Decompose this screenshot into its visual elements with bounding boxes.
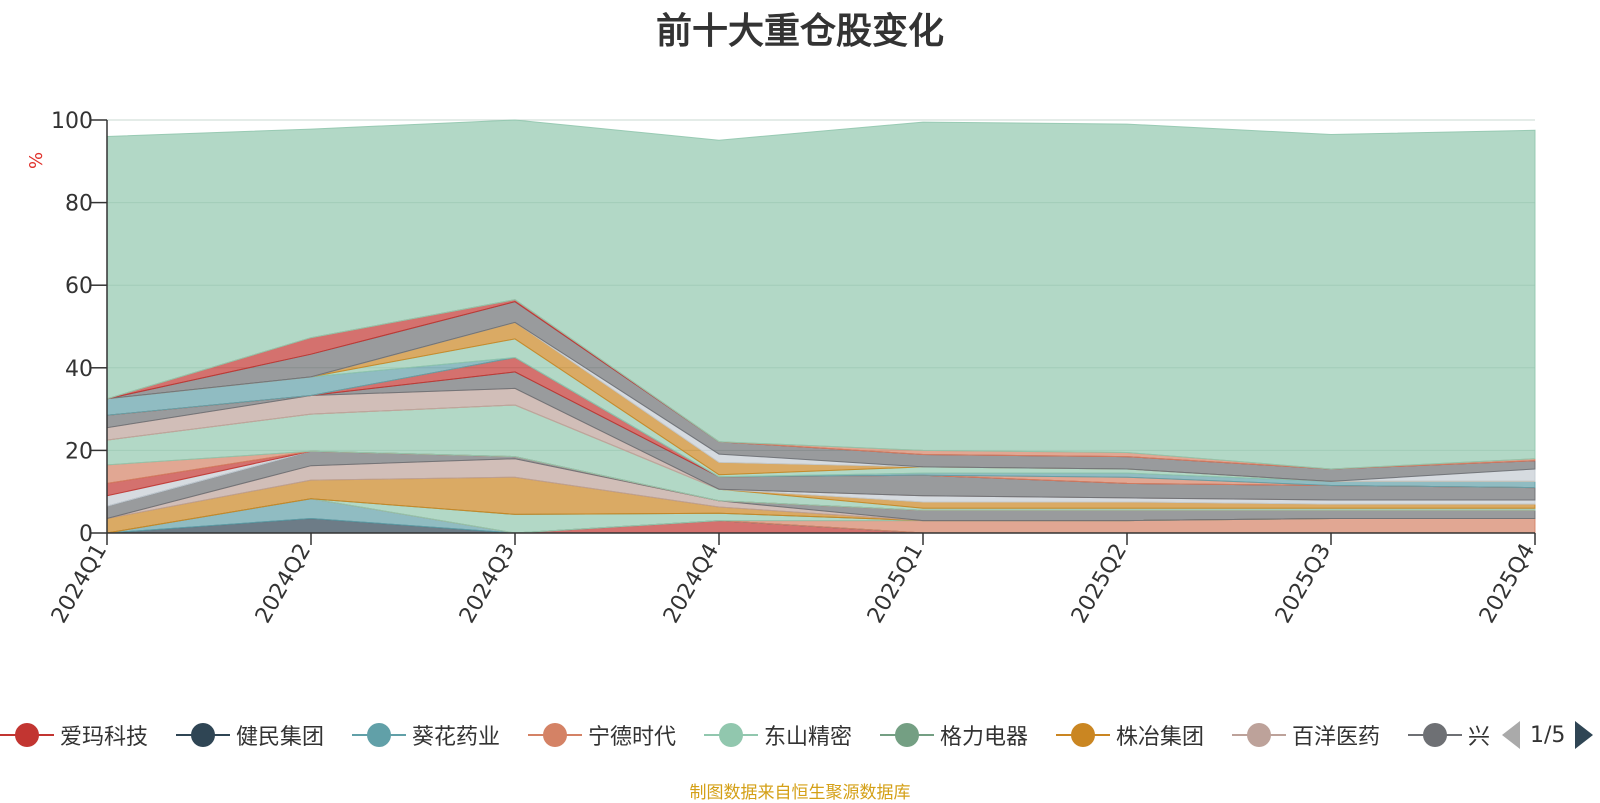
x-tick-label: 2024Q3 <box>455 540 520 628</box>
legend-item[interactable]: 兴 <box>1408 715 1490 755</box>
legend-item[interactable]: 宁德时代 <box>528 715 676 755</box>
legend-label: 株冶集团 <box>1116 725 1205 750</box>
legend-item[interactable]: 爱玛科技 <box>0 715 148 755</box>
legend-page-indicator: 1/5 <box>1530 722 1566 748</box>
legend-pager: 1/5 <box>1500 715 1600 755</box>
legend-label: 兴 <box>1468 725 1491 750</box>
legend-marker-icon <box>528 723 582 747</box>
x-tick-label: 2025Q4 <box>1475 540 1540 628</box>
legend-item[interactable]: 健民集团 <box>176 715 324 755</box>
data-source-note: 制图数据来自恒生聚源数据库 <box>689 783 911 803</box>
legend-label: 格力电器 <box>940 725 1029 750</box>
legend-item[interactable]: 葵花药业 <box>352 715 500 755</box>
legend-label: 葵花药业 <box>412 725 501 750</box>
y-tick-label: 100 <box>51 109 93 134</box>
x-tick-label: 2025Q1 <box>863 540 928 628</box>
legend-item[interactable]: 格力电器 <box>880 715 1028 755</box>
x-tick-label: 2024Q4 <box>659 540 724 628</box>
y-tick-label: 20 <box>65 439 93 464</box>
legend-item[interactable]: 东山精密 <box>704 715 852 755</box>
stacked-areas <box>106 119 1536 534</box>
x-tick-label: 2025Q3 <box>1271 540 1336 628</box>
legend: 爱玛科技 健民集团 葵花药业 宁德时代 东山精密 格力电器 株冶集团 百洋医药 兴 <box>0 715 1500 755</box>
x-tick-label: 2024Q2 <box>251 540 316 628</box>
legend-item[interactable]: 百洋医药 <box>1232 715 1380 755</box>
x-tick-label: 2025Q2 <box>1067 540 1132 628</box>
legend-next-page-icon[interactable] <box>1575 721 1594 749</box>
legend-marker-icon <box>352 723 406 747</box>
legend-marker-icon <box>704 723 758 747</box>
legend-label: 东山精密 <box>764 725 853 750</box>
y-tick-label: 40 <box>65 357 93 382</box>
legend-label: 健民集团 <box>236 725 325 750</box>
legend-marker-icon <box>1056 723 1110 747</box>
area-其他T <box>106 119 1536 470</box>
y-tick-label: 60 <box>65 274 93 299</box>
legend-label: 爱玛科技 <box>60 725 149 750</box>
legend-marker-icon <box>1232 723 1286 747</box>
x-tick-label: 2024Q1 <box>47 540 112 628</box>
legend-marker-icon <box>1408 723 1462 747</box>
legend-marker-icon <box>0 723 54 747</box>
legend-label: 百洋医药 <box>1292 725 1381 750</box>
legend-marker-icon <box>176 723 230 747</box>
legend-item[interactable]: 株冶集团 <box>1056 715 1204 755</box>
legend-prev-page-icon[interactable] <box>1502 721 1520 749</box>
y-tick-label: 80 <box>65 192 93 217</box>
y-tick-label: 0 <box>79 522 93 547</box>
chart-title: 前十大重仓股变化 <box>655 11 944 52</box>
legend-label: 宁德时代 <box>588 725 677 750</box>
legend-marker-icon <box>880 723 934 747</box>
